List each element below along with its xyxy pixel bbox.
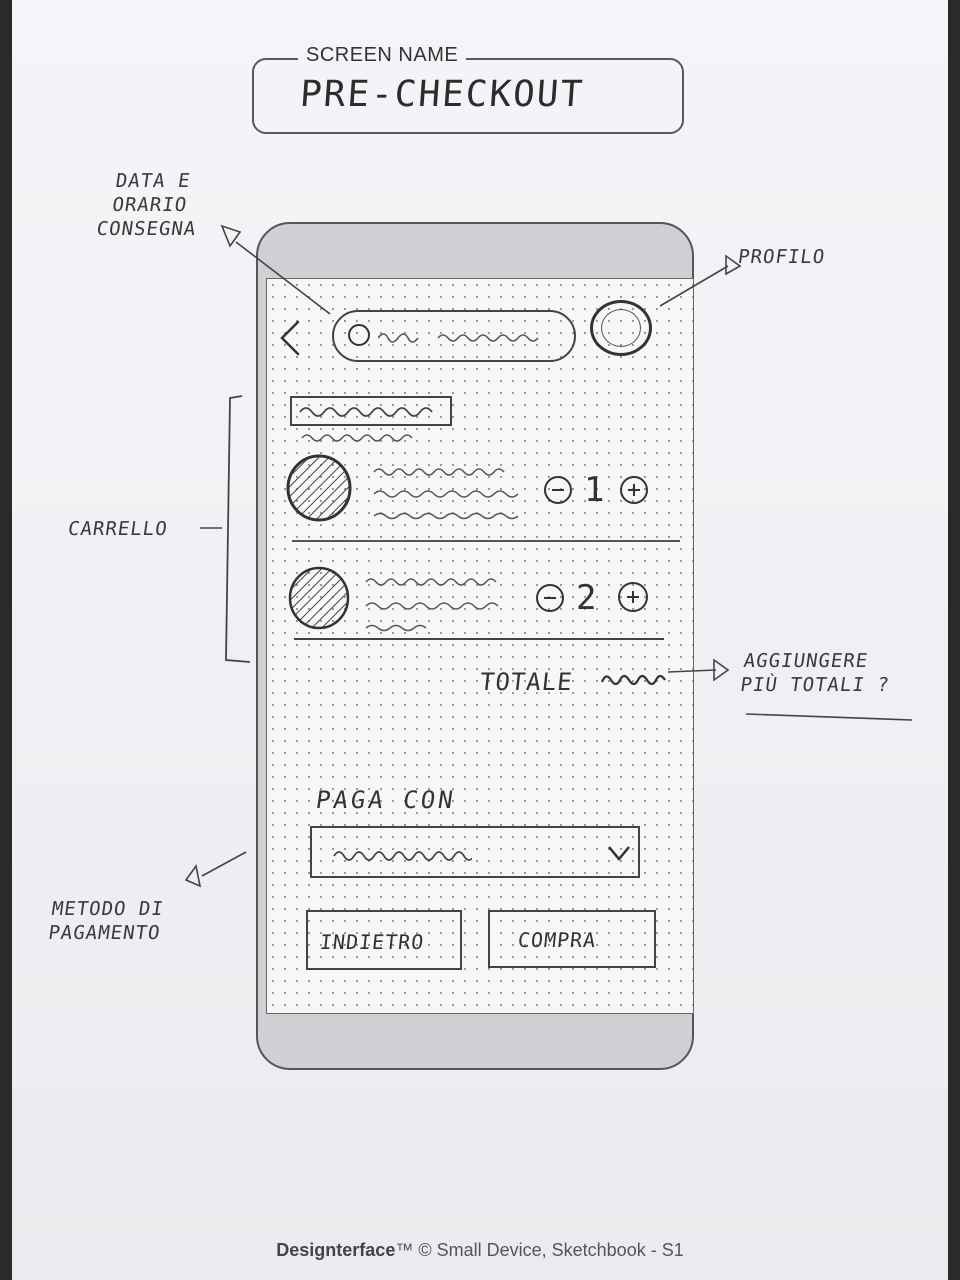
total-amount-scribble: [600, 674, 666, 686]
product-image: [286, 454, 352, 522]
delivery-text-placeholder: [378, 333, 539, 343]
cart-bottom-divider: [294, 638, 664, 640]
totals-arrow-head: [713, 658, 730, 682]
decrease-quantity-button[interactable]: [536, 584, 564, 612]
totals-underline: [745, 713, 913, 721]
back-button[interactable]: [276, 318, 306, 358]
product-description: [373, 468, 519, 520]
profile-arrow-line: [659, 265, 729, 307]
chevron-left-icon: [280, 320, 300, 356]
cart-title: [290, 396, 452, 426]
screen-name-box: [252, 58, 684, 134]
profile-arrow-head: [725, 254, 742, 276]
product-image: [288, 566, 350, 630]
plus-vertical: [632, 591, 634, 603]
cart-item-divider: [292, 540, 680, 542]
circle-icon: [348, 324, 370, 346]
payment-arrow-head: [184, 864, 202, 888]
cart-bracket: [225, 395, 251, 663]
minus-circle-icon: [552, 489, 564, 491]
device-screen: [266, 278, 694, 1014]
payment-method-select[interactable]: [310, 826, 640, 878]
footer-tm: ™: [395, 1240, 414, 1260]
avatar-icon: [601, 309, 641, 347]
minus-circle-icon: [544, 597, 556, 599]
chevron-down-icon: [608, 846, 630, 861]
item-quantity: 2: [576, 578, 597, 618]
delivery-date-time-pill[interactable]: [332, 310, 576, 362]
back-action-button[interactable]: INDIETRO: [306, 910, 462, 970]
item-quantity: 1: [584, 470, 605, 510]
footer-brand: Designterface: [276, 1240, 396, 1260]
payment-value-scribble: [333, 851, 472, 861]
date-arrow-line: [235, 241, 331, 315]
cart-title-scribble: [299, 407, 433, 417]
date-arrow-head: [220, 224, 242, 248]
screen-name-label: SCREEN NAME: [298, 44, 467, 67]
buy-button[interactable]: COMPRA: [488, 910, 656, 968]
totals-arrow-line: [667, 669, 717, 673]
decrease-quantity-button[interactable]: [544, 476, 572, 504]
plus-vertical: [633, 484, 635, 496]
footer-text: © Small Device, Sketchbook - S1: [413, 1240, 684, 1260]
cart-subtitle-scribble: [301, 434, 413, 442]
profile-avatar[interactable]: [590, 300, 652, 356]
increase-quantity-button[interactable]: [618, 582, 648, 612]
increase-quantity-button[interactable]: [620, 476, 648, 504]
payment-arrow-line: [201, 851, 247, 877]
sketchbook-footer: Designterface™ © Small Device, Sketchboo…: [0, 1240, 960, 1261]
product-description: [365, 578, 499, 632]
